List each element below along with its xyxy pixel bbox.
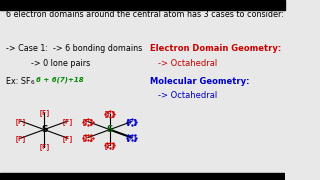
Text: [F]: [F]: [62, 118, 74, 125]
Bar: [0, 0, 285, 10]
Text: [F]: [F]: [125, 134, 138, 141]
Text: -> 0 lone pairs: -> 0 lone pairs: [6, 58, 90, 68]
Text: -> Case 1:  -> 6 bonding domains: -> Case 1: -> 6 bonding domains: [6, 44, 142, 53]
Text: -> Octahedral: -> Octahedral: [158, 91, 218, 100]
Text: [F]: [F]: [15, 118, 27, 125]
Text: S: S: [41, 125, 47, 134]
Text: [F]: [F]: [82, 134, 94, 141]
Text: -> Octahedral: -> Octahedral: [158, 58, 218, 68]
Text: [F]: [F]: [104, 142, 116, 149]
Bar: [0, 173, 285, 180]
Text: S: S: [107, 125, 113, 134]
Text: Molecular Geometry:: Molecular Geometry:: [150, 76, 249, 86]
Text: [F]: [F]: [38, 109, 50, 116]
Text: [F]: [F]: [104, 110, 116, 117]
Text: [F]: [F]: [62, 135, 74, 142]
Text: 6: 6: [31, 80, 35, 85]
Text: Electron Domain Geometry:: Electron Domain Geometry:: [150, 44, 281, 53]
Text: [F]: [F]: [82, 118, 94, 125]
Text: [F]: [F]: [38, 143, 50, 150]
Text: 6 + 6(7)+18: 6 + 6(7)+18: [36, 76, 83, 83]
Text: [F]: [F]: [125, 118, 138, 125]
Text: 6 electron domains around the central atom has 3 cases to consider:: 6 electron domains around the central at…: [6, 10, 284, 19]
Text: [F]: [F]: [15, 135, 27, 142]
Text: Ex: SF: Ex: SF: [6, 76, 30, 86]
